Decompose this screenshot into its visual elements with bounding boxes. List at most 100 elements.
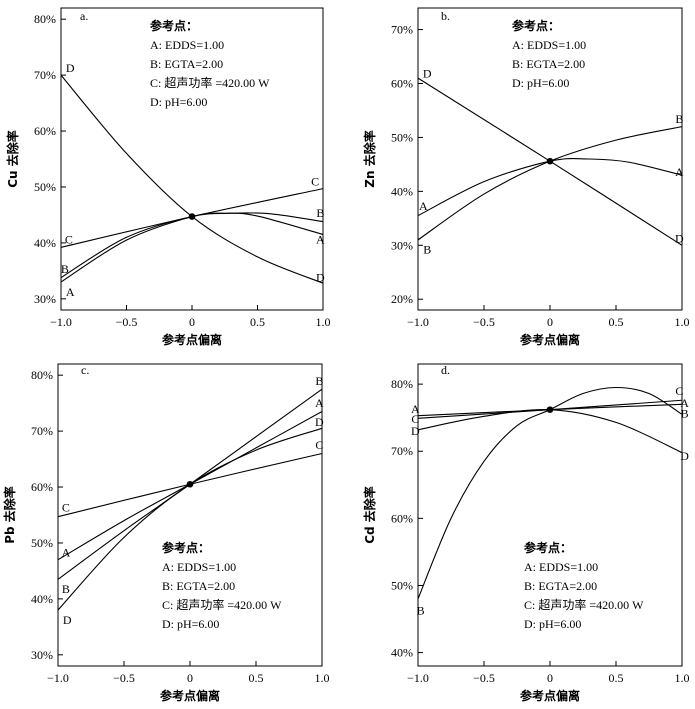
curve-label-C: C xyxy=(65,233,73,247)
x-tick-label: 0 xyxy=(187,671,193,685)
y-tick-label: 60% xyxy=(391,511,413,525)
y-tick-label: 50% xyxy=(391,130,413,144)
curve-label-B: B xyxy=(62,582,70,596)
y-tick-label: 70% xyxy=(34,68,56,82)
curve-label-D: D xyxy=(680,449,689,463)
legend-entry: C: 超声功率 =420.00 W xyxy=(150,75,270,90)
curve-label-B: B xyxy=(681,407,689,421)
x-axis-title: 参考点偏离 xyxy=(162,332,222,347)
legend-title: 参考点： xyxy=(150,18,198,33)
curve-label-A: A xyxy=(675,165,684,179)
y-tick-label: 80% xyxy=(391,377,413,391)
y-tick-label: 50% xyxy=(391,578,413,592)
curve-label-A: A xyxy=(411,402,420,416)
curve-label-C: C xyxy=(311,174,319,188)
reference-legend: 参考点： A: EDDS=1.00 B: EGTA=2.00 C: 超声功率 =420… xyxy=(150,18,270,109)
curve-label-B: B xyxy=(61,262,69,276)
y-tick-label: 40% xyxy=(391,184,413,198)
panel-letter: b. xyxy=(441,9,450,23)
y-tick-label: 80% xyxy=(34,12,56,26)
y-tick-label: 70% xyxy=(391,23,413,37)
curve-label-A: A xyxy=(316,233,325,247)
series-line-B xyxy=(417,126,683,241)
legend-entry: A: EDDS=1.00 xyxy=(524,560,598,574)
curve-label-C: C xyxy=(675,384,683,398)
reference-legend: 参考点： A: EDDS=1.00 B: EGTA=2.00 C: 超声功率 =420… xyxy=(524,540,644,631)
curve-label-D: D xyxy=(66,61,75,75)
legend-entry: C: 超声功率 =420.00 W xyxy=(524,597,644,612)
x-tick-label: 1.0 xyxy=(675,315,690,329)
x-tick-label: 1.0 xyxy=(675,671,690,685)
y-tick-label: 50% xyxy=(34,180,56,194)
y-tick-label: 40% xyxy=(31,592,53,606)
curve-label-A: A xyxy=(419,199,428,213)
chart-panel-4: −1.0 −0.5 0 0.5 1.0 40% 50% 60% 70% 80% 参考点偏离 Cd 去除… xyxy=(362,363,690,703)
y-tick-label: 40% xyxy=(391,646,413,660)
legend-entry: D: pH=6.00 xyxy=(162,617,219,631)
legend-entry: D: pH=6.00 xyxy=(512,76,569,90)
x-tick-label: −1.0 xyxy=(47,671,69,685)
chart-panel-2: −1.0 −0.5 0 0.5 1.0 20% 30% 40% 50% 60% 70% 参考点偏离 Zn… xyxy=(362,7,690,347)
x-tick-label: −1.0 xyxy=(407,671,429,685)
y-tick-label: 30% xyxy=(31,648,53,662)
curve-label-A: A xyxy=(62,545,71,559)
reference-point xyxy=(546,157,554,165)
x-tick-label: 1.0 xyxy=(316,315,331,329)
curve-label-A: A xyxy=(680,396,689,410)
y-axis-title: Zn 去除率 xyxy=(362,130,377,187)
y-tick-label: 70% xyxy=(391,444,413,458)
panel-letter: c. xyxy=(81,363,89,377)
x-axis-title: 参考点偏离 xyxy=(520,688,580,703)
x-tick-label: 0 xyxy=(189,315,195,329)
y-tick-label: 30% xyxy=(391,238,413,252)
series-line-B xyxy=(60,212,324,279)
reference-point xyxy=(188,213,196,220)
x-tick-label: −1.0 xyxy=(50,315,72,329)
chart-panel-1: −1.0 −0.5 0 0.5 1.0 30% 40% 50% 60% 70% 80% 参考点偏离 Cu… xyxy=(5,7,331,347)
x-tick-label: 1.0 xyxy=(315,671,330,685)
y-tick-label: 70% xyxy=(31,424,53,438)
legend-entry: B: EGTA=2.00 xyxy=(512,57,585,71)
y-tick-label: 40% xyxy=(34,236,56,250)
panel-letter: a. xyxy=(80,9,88,23)
x-tick-label: −0.5 xyxy=(473,315,495,329)
chart-panel-3: −1.0 −0.5 0 0.5 1.0 30% 40% 50% 60% 70% 80% 参考点偏离 Pb… xyxy=(2,363,330,703)
legend-title: 参考点： xyxy=(162,540,210,555)
x-tick-label: 0.5 xyxy=(249,671,264,685)
legend-entry: D: pH=6.00 xyxy=(150,95,207,109)
reference-legend: 参考点： A: EDDS=1.00 B: EGTA=2.00 D: pH=6.00 xyxy=(512,18,586,90)
curve-label-C: C xyxy=(315,438,323,452)
legend-entry: A: EDDS=1.00 xyxy=(162,560,236,574)
reference-point xyxy=(546,406,554,413)
legend-entry: B: EGTA=2.00 xyxy=(150,57,223,71)
legend-entry: A: EDDS=1.00 xyxy=(150,38,224,52)
legend-entry: A: EDDS=1.00 xyxy=(512,38,586,52)
x-axis-title: 参考点偏离 xyxy=(160,688,220,703)
legend-entry: B: EGTA=2.00 xyxy=(162,579,235,593)
y-tick-label: 20% xyxy=(391,292,413,306)
curve-label-A: A xyxy=(315,396,324,410)
reference-point xyxy=(186,480,194,488)
curve-label-B: B xyxy=(316,206,324,220)
x-tick-label: −0.5 xyxy=(113,671,135,685)
x-tick-label: −0.5 xyxy=(116,315,138,329)
x-axis-title: 参考点偏离 xyxy=(520,332,580,347)
y-axis-title: Cu 去除率 xyxy=(5,130,20,188)
curve-label-B: B xyxy=(423,243,431,257)
legend-entry: D: pH=6.00 xyxy=(524,617,581,631)
series-line-A xyxy=(417,158,683,217)
curve-label-C: C xyxy=(411,412,419,426)
y-tick-label: 60% xyxy=(34,124,56,138)
curve-label-D: D xyxy=(675,231,684,245)
x-tick-label: 0 xyxy=(547,671,553,685)
series-line-A xyxy=(60,212,324,283)
x-tick-label: 0.5 xyxy=(250,315,265,329)
x-tick-label: −0.5 xyxy=(473,671,495,685)
x-tick-label: −1.0 xyxy=(407,315,429,329)
legend-title: 参考点： xyxy=(524,540,572,555)
curve-label-D: D xyxy=(423,66,432,80)
curve-label-D: D xyxy=(316,271,325,285)
y-tick-label: 80% xyxy=(31,368,53,382)
curve-label-B: B xyxy=(315,374,323,388)
